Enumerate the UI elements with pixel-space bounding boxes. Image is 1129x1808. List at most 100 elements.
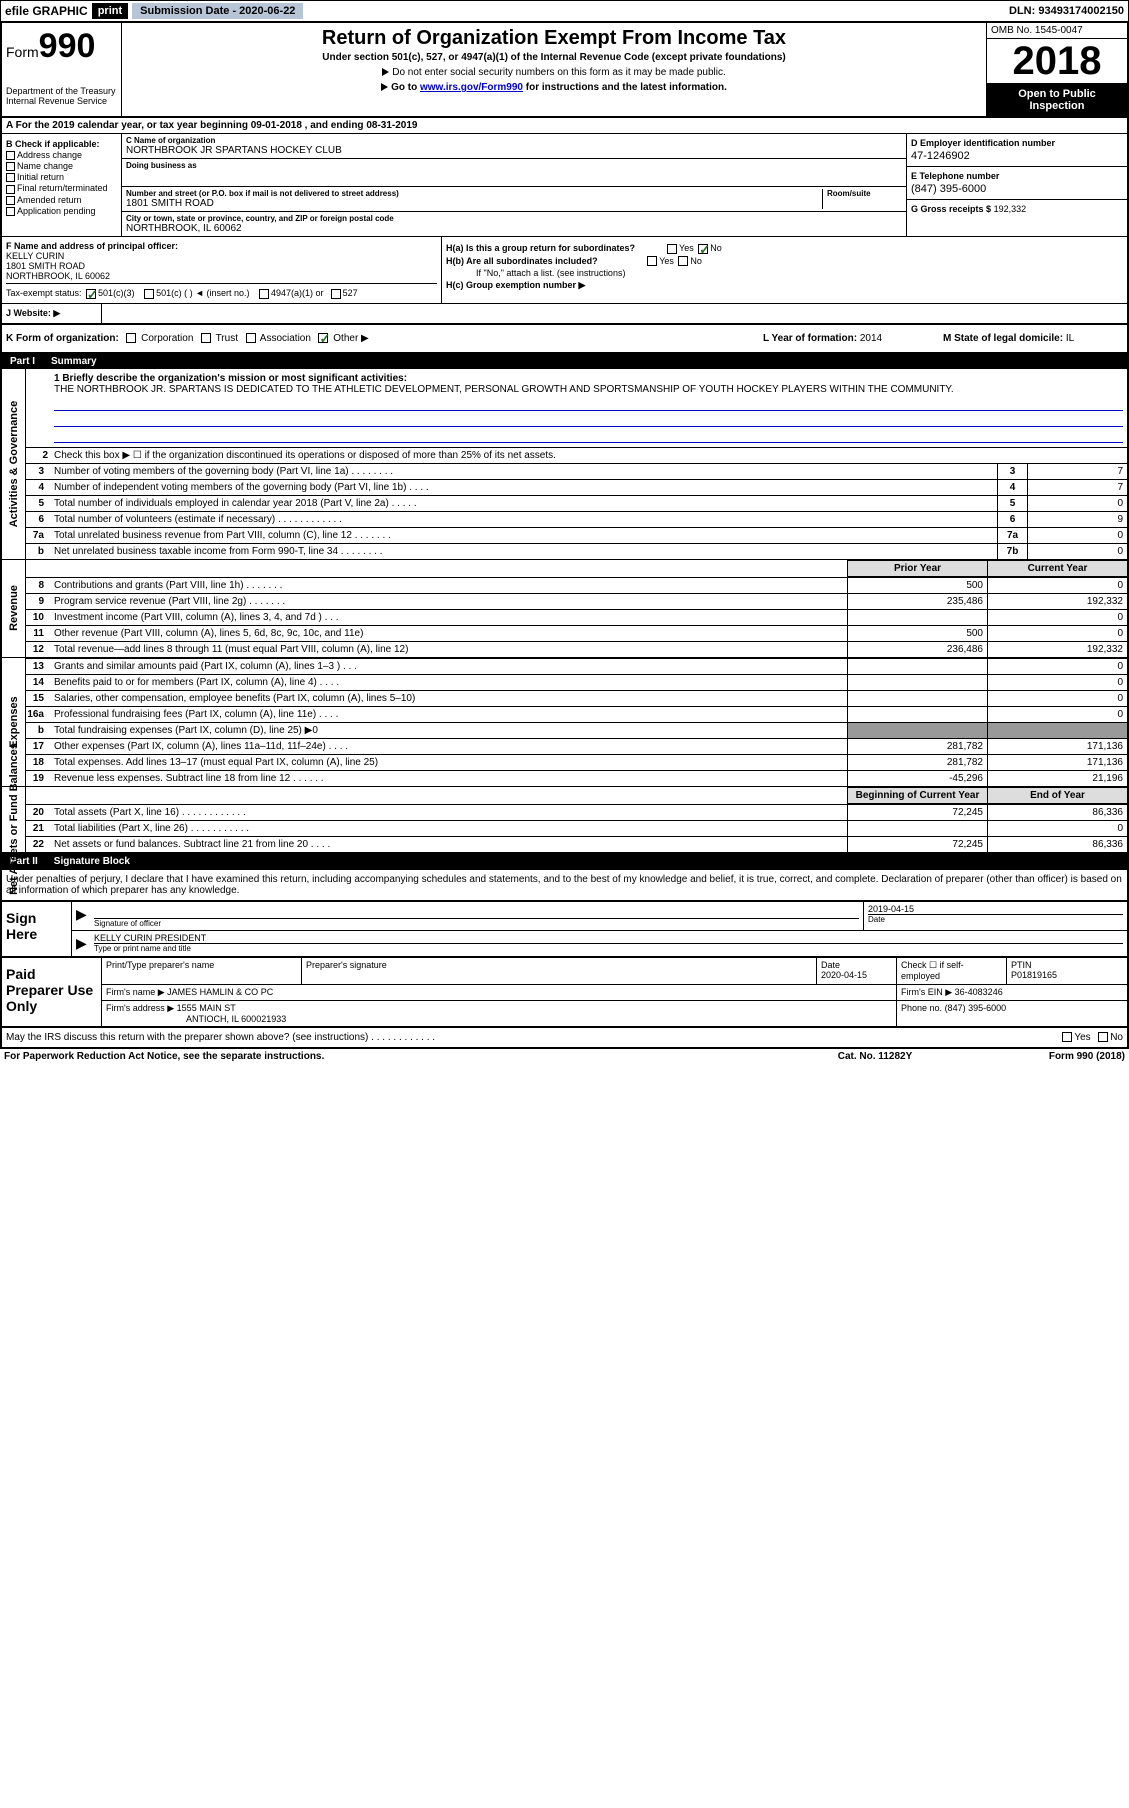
sig-date: 2019-04-15 xyxy=(868,904,1123,914)
open-public: Open to Public Inspection xyxy=(987,84,1127,116)
form-subtitle: Under section 501(c), 527, or 4947(a)(1)… xyxy=(126,52,982,63)
topbar: efile GRAPHIC print Submission Date - 20… xyxy=(0,0,1129,22)
discuss-line: May the IRS discuss this return with the… xyxy=(0,1028,1129,1048)
chk-trust[interactable] xyxy=(201,333,211,343)
dept-treasury: Department of the Treasury Internal Reve… xyxy=(6,86,117,106)
chk-501c[interactable] xyxy=(144,289,154,299)
prep-date: 2020-04-15 xyxy=(821,970,892,980)
header-left: Form990 Department of the Treasury Inter… xyxy=(2,23,122,116)
city: NORTHBROOK, IL 60062 xyxy=(126,223,902,234)
part2-header: Part II Signature Block xyxy=(0,854,1129,869)
table-row: 22Net assets or fund balances. Subtract … xyxy=(26,836,1127,852)
table-row: 14Benefits paid to or for members (Part … xyxy=(26,674,1127,690)
officer-addr: 1801 SMITH ROAD xyxy=(6,261,437,271)
chk-final-return[interactable]: Final return/terminated xyxy=(6,183,117,193)
website-label: J Website: ▶ xyxy=(2,304,102,323)
arrow-icon xyxy=(382,68,389,76)
discuss-text: May the IRS discuss this return with the… xyxy=(6,1032,1060,1043)
room-label: Room/suite xyxy=(827,189,902,198)
table-row: 6Total number of volunteers (estimate if… xyxy=(26,511,1127,527)
side-revenue: Revenue xyxy=(2,560,26,657)
table-row: 10Investment income (Part VIII, column (… xyxy=(26,609,1127,625)
sig-name-label: Type or print name and title xyxy=(94,943,1123,953)
part1-title: Summary xyxy=(51,356,97,367)
chk-other[interactable] xyxy=(318,333,328,343)
chk-discuss-yes[interactable] xyxy=(1062,1032,1072,1042)
table-row: 12Total revenue—add lines 8 through 11 (… xyxy=(26,641,1127,657)
m-state: M State of legal domicile: IL xyxy=(943,333,1123,344)
sign-here-block: Sign Here ▶ Signature of officer 2019-04… xyxy=(0,902,1129,958)
col-b-label: B Check if applicable: xyxy=(6,139,117,149)
chk-hb-yes[interactable] xyxy=(647,256,657,266)
form-header: Form990 Department of the Treasury Inter… xyxy=(0,22,1129,118)
rev-header: Prior Year Current Year xyxy=(26,560,1127,577)
omb-number: OMB No. 1545-0047 xyxy=(987,23,1127,39)
prep-self-emp[interactable]: Check ☐ if self-employed xyxy=(897,958,1007,984)
tax-status-label: Tax-exempt status: xyxy=(6,288,82,298)
chk-discuss-no[interactable] xyxy=(1098,1032,1108,1042)
ptin: P01819165 xyxy=(1011,970,1123,980)
irs-link[interactable]: www.irs.gov/Form990 xyxy=(420,82,523,93)
section-fhi: F Name and address of principal officer:… xyxy=(0,237,1129,304)
submission-date: Submission Date - 2020-06-22 xyxy=(132,3,303,19)
arrow-icon: ▶ xyxy=(72,931,90,956)
chk-ha-yes[interactable] xyxy=(667,244,677,254)
officer-city: NORTHBROOK, IL 60062 xyxy=(6,271,437,281)
firm-name: JAMES HAMLIN & CO PC xyxy=(167,987,273,997)
ein-row: D Employer identification number 47-1246… xyxy=(907,134,1127,167)
print-button[interactable]: print xyxy=(92,3,128,19)
net-header: Beginning of Current Year End of Year xyxy=(26,787,1127,804)
tax-status-row: Tax-exempt status: 501(c)(3) 501(c) ( ) … xyxy=(6,283,437,299)
chk-4947[interactable] xyxy=(259,289,269,299)
chk-amended[interactable]: Amended return xyxy=(6,195,117,205)
sig-officer-label: Signature of officer xyxy=(94,918,859,928)
chk-assoc[interactable] xyxy=(246,333,256,343)
part1-net: Net Assets or Fund Balances Beginning of… xyxy=(0,787,1129,854)
chk-corp[interactable] xyxy=(126,333,136,343)
firm-phone: (847) 395-6000 xyxy=(945,1003,1007,1013)
side-net: Net Assets or Fund Balances xyxy=(2,787,26,852)
part1-rev: Revenue Prior Year Current Year 8Contrib… xyxy=(0,560,1129,658)
city-row: City or town, state or province, country… xyxy=(122,212,906,236)
table-row: 21Total liabilities (Part X, line 26) . … xyxy=(26,820,1127,836)
part1-exp: Expenses 13Grants and similar amounts pa… xyxy=(0,658,1129,787)
table-row: 13Grants and similar amounts paid (Part … xyxy=(26,658,1127,674)
paid-preparer-block: Paid Preparer Use Only Print/Type prepar… xyxy=(0,958,1129,1028)
chk-addr-change[interactable]: Address change xyxy=(6,150,117,160)
arrow-icon xyxy=(381,83,388,91)
table-row: 16aProfessional fundraising fees (Part I… xyxy=(26,706,1127,722)
prep-date-label: Date xyxy=(821,960,892,970)
chk-hb-no[interactable] xyxy=(678,256,688,266)
chk-ha-no[interactable] xyxy=(698,244,708,254)
k-label: K Form of organization: xyxy=(6,333,119,344)
gross-row: G Gross receipts $ 192,332 xyxy=(907,200,1127,218)
gross-receipts: 192,332 xyxy=(994,204,1027,214)
chk-app-pending[interactable]: Application pending xyxy=(6,206,117,216)
org-name-row: C Name of organization NORTHBROOK JR SPA… xyxy=(122,134,906,159)
table-row: 19Revenue less expenses. Subtract line 1… xyxy=(26,770,1127,786)
gross-label: G Gross receipts $ xyxy=(911,204,991,214)
form-num: 990 xyxy=(39,27,96,65)
header-right: OMB No. 1545-0047 2018 Open to Public In… xyxy=(987,23,1127,116)
chk-501c3[interactable] xyxy=(86,289,96,299)
k-form-org: K Form of organization: Corporation Trus… xyxy=(6,333,763,344)
chk-name-change[interactable]: Name change xyxy=(6,161,117,171)
chk-initial-return[interactable]: Initial return xyxy=(6,172,117,182)
prior-year-hdr: Prior Year xyxy=(847,560,987,577)
table-row: 4Number of independent voting members of… xyxy=(26,479,1127,495)
firm-name-label: Firm's name ▶ xyxy=(106,987,165,997)
sig-date-label: Date xyxy=(868,914,1123,924)
chk-527[interactable] xyxy=(331,289,341,299)
line-a: A For the 2019 calendar year, or tax yea… xyxy=(0,118,1129,134)
col-d-ein-phone: D Employer identification number 47-1246… xyxy=(907,134,1127,236)
prep-row-2: Firm's name ▶ JAMES HAMLIN & CO PC Firm'… xyxy=(102,985,1127,1001)
firm-addr-label: Firm's address ▶ xyxy=(106,1003,174,1013)
line-a-text: A For the 2019 calendar year, or tax yea… xyxy=(6,120,417,131)
hc-line: H(c) Group exemption number ▶ xyxy=(446,280,1123,291)
dln: DLN: 93493174002150 xyxy=(1009,5,1124,17)
table-row: 20Total assets (Part X, line 16) . . . .… xyxy=(26,804,1127,820)
brief-label: 1 Briefly describe the organization's mi… xyxy=(54,373,407,384)
table-row: 3Number of voting members of the governi… xyxy=(26,463,1127,479)
form-title: Return of Organization Exempt From Incom… xyxy=(126,27,982,50)
firm-addr: 1555 MAIN ST xyxy=(177,1003,236,1013)
